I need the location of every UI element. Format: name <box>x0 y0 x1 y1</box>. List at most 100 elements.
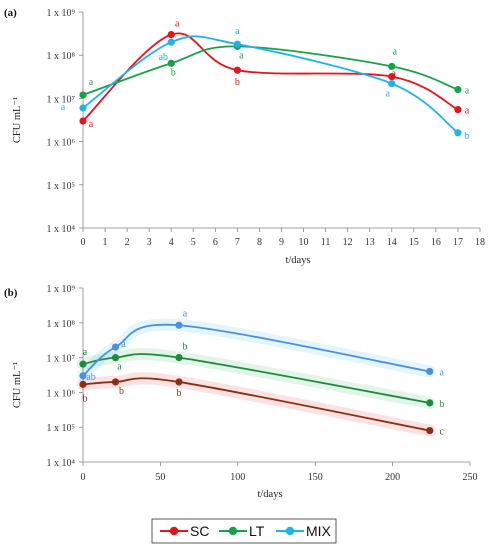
significance-label: c <box>440 427 445 438</box>
x-tick-label: 3 <box>147 237 152 248</box>
data-point-sc <box>454 106 462 114</box>
x-tick-label: 15 <box>409 237 419 248</box>
significance-label: a <box>386 89 391 100</box>
significance-label: b <box>171 67 176 78</box>
x-tick-label: 12 <box>343 237 353 248</box>
significance-label: b <box>235 77 240 88</box>
data-point-sc <box>79 117 87 125</box>
y-tick-label: 1 x 10⁶ <box>47 388 76 399</box>
series-lt-line <box>82 353 430 404</box>
x-tick-label: 9 <box>279 237 284 248</box>
significance-label: a <box>117 362 122 373</box>
data-point-mix <box>79 372 87 380</box>
panel-a-plot: 1 x 10⁴ 1 x 10⁵ 1 x 10⁶ 1 x 10⁷ 1 x 10⁸ 1 x 1… <box>47 8 486 248</box>
legend-mix-label: MIX <box>306 523 332 539</box>
panel-a-ylabel: CFU mL⁻¹ <box>12 97 23 143</box>
series-mix-line <box>82 35 459 134</box>
data-point-sc <box>175 378 183 386</box>
significance-label: ab <box>158 52 167 63</box>
y-tick-label: 1 x 10⁸ <box>47 51 76 62</box>
significance-label: b <box>464 131 469 142</box>
x-tick-label: 13 <box>365 237 375 248</box>
data-point-mix <box>233 40 241 48</box>
data-point-sc <box>167 30 175 39</box>
significance-label: a <box>183 308 188 319</box>
significance-label: a <box>235 26 240 37</box>
significance-label: b <box>439 399 444 410</box>
data-point-lt <box>426 399 434 407</box>
x-tick-label: 5 <box>191 237 196 248</box>
legend-lt-marker <box>228 526 238 536</box>
data-point-sc <box>426 426 434 435</box>
legend-lt-label: LT <box>249 523 265 539</box>
panel-a-label: (a) <box>4 7 17 19</box>
significance-label: a <box>89 119 94 130</box>
y-tick-label: 1 x 10⁷ <box>47 94 76 105</box>
data-point-sc <box>233 66 241 74</box>
y-tick-label: 1 x 10⁵ <box>47 423 76 434</box>
significance-label: a <box>175 19 180 30</box>
data-point-lt <box>388 62 396 71</box>
significance-label: b <box>176 388 181 399</box>
series-sc-band <box>77 372 436 437</box>
x-tick-label: 8 <box>257 237 262 248</box>
x-tick-label: 100 <box>230 472 245 483</box>
data-point-mix <box>167 38 175 46</box>
y-tick-label: 1 x 10⁷ <box>47 354 76 365</box>
panel-b-ylabel: CFU mL⁻¹ <box>12 362 23 408</box>
significance-label: a <box>83 347 88 358</box>
significance-label: b <box>182 342 187 353</box>
significance-label: a <box>393 46 398 57</box>
y-tick-label: 1 x 10⁸ <box>47 319 76 330</box>
series-lt-line <box>82 45 459 96</box>
significance-label: a <box>121 339 126 350</box>
y-tick-label: 1 x 10⁴ <box>47 224 76 235</box>
data-point-lt <box>111 354 120 362</box>
data-point-mix <box>426 367 434 376</box>
panel-b-label: (b) <box>4 287 18 299</box>
series-sc-line <box>82 32 459 122</box>
significance-label: a <box>465 86 470 97</box>
series-sc-line <box>82 377 430 432</box>
significance-label: b <box>119 386 124 397</box>
data-point-sc <box>79 380 87 388</box>
legend-sc-marker <box>169 526 179 536</box>
x-tick-label: 2 <box>125 237 130 248</box>
x-tick-label: 10 <box>299 237 309 248</box>
x-tick-label: 7 <box>235 237 240 248</box>
data-point-mix <box>175 321 183 329</box>
significance-label: b <box>83 393 88 404</box>
data-point-mix <box>79 104 87 112</box>
y-tick-label: 1 x 10⁹ <box>47 8 76 19</box>
x-tick-label: 11 <box>321 237 331 248</box>
significance-label: ab <box>86 372 95 383</box>
data-point-lt <box>175 354 183 362</box>
y-tick-label: 1 x 10⁶ <box>47 138 76 149</box>
panel-a-xlabel: t/days <box>285 255 310 266</box>
x-tick-label: 200 <box>385 472 400 483</box>
x-tick-label: 0 <box>81 472 86 483</box>
data-point-mix <box>111 343 120 351</box>
data-point-mix <box>454 129 462 137</box>
data-point-sc <box>388 72 396 81</box>
x-tick-label: 4 <box>169 237 174 248</box>
x-tick-label: 50 <box>155 472 165 483</box>
x-tick-label: 0 <box>81 237 86 248</box>
x-tick-label: 16 <box>431 237 441 248</box>
data-point-lt <box>79 360 87 368</box>
significance-label: a <box>239 50 244 61</box>
y-tick-label: 1 x 10⁴ <box>47 458 76 469</box>
significance-label: a <box>440 367 445 378</box>
significance-label: a <box>465 106 470 117</box>
legend-mix-marker <box>285 526 295 536</box>
x-tick-label: 250 <box>463 472 478 483</box>
x-tick-label: 150 <box>308 472 323 483</box>
y-tick-label: 1 x 10⁹ <box>47 284 76 295</box>
data-point-lt <box>454 85 462 94</box>
significance-label: a <box>392 69 397 80</box>
y-tick-label: 1 x 10⁵ <box>47 181 76 192</box>
x-tick-label: 14 <box>387 237 397 248</box>
data-point-lt <box>79 91 87 99</box>
legend-sc-label: SC <box>190 523 209 539</box>
